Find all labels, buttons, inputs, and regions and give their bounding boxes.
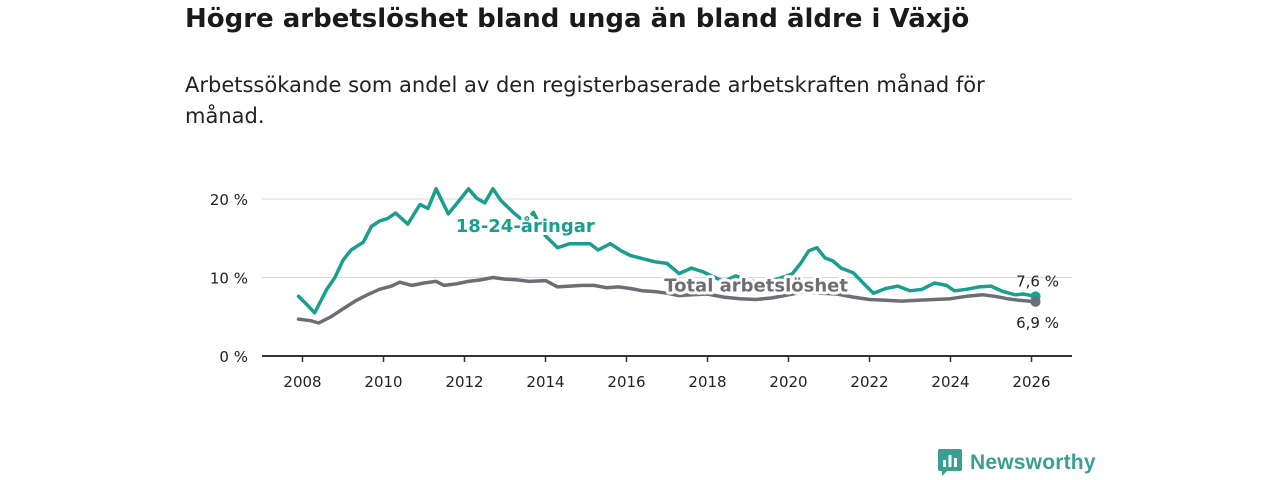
x-tick-label: 2016 [607, 373, 645, 391]
newsworthy-logo-icon [938, 449, 962, 476]
x-tick-label: 2010 [364, 373, 402, 391]
chart-subtitle: Arbetssökande som andel av den registerb… [185, 73, 985, 128]
x-tick-label: 2012 [445, 373, 483, 391]
brand-name: Newsworthy [970, 451, 1096, 474]
x-tick-label: 2022 [850, 373, 888, 391]
y-tick-label: 20 % [210, 191, 248, 209]
x-tick-label: 2024 [931, 373, 969, 391]
x-tick-label: 2014 [526, 373, 564, 391]
line-chart: 0 % 10 % 20 % 2008 2010 2012 2014 2016 2018 2020 2… [210, 187, 1072, 391]
series-line-total [296, 275, 1038, 325]
endpoint-total [1030, 296, 1041, 307]
y-tick-label: 10 % [210, 270, 248, 288]
chart-title: Högre arbetslöshet bland unga än bland ä… [185, 4, 970, 34]
x-tick-label: 2026 [1012, 373, 1050, 391]
x-tick-label: 2018 [688, 373, 726, 391]
end-label-youth: 7,6 % [1016, 272, 1059, 290]
series-label-youth: 18-24-åringar [456, 215, 595, 237]
brand[interactable]: Newsworthy [938, 449, 1096, 477]
y-tick-label: 0 % [219, 348, 248, 366]
series-label-total: Total arbetslöshet [664, 276, 848, 297]
x-tick-label: 2008 [283, 373, 321, 391]
series-line-youth [296, 187, 1038, 315]
end-label-total: 6,9 % [1016, 314, 1059, 332]
x-tick-label: 2020 [769, 373, 807, 391]
